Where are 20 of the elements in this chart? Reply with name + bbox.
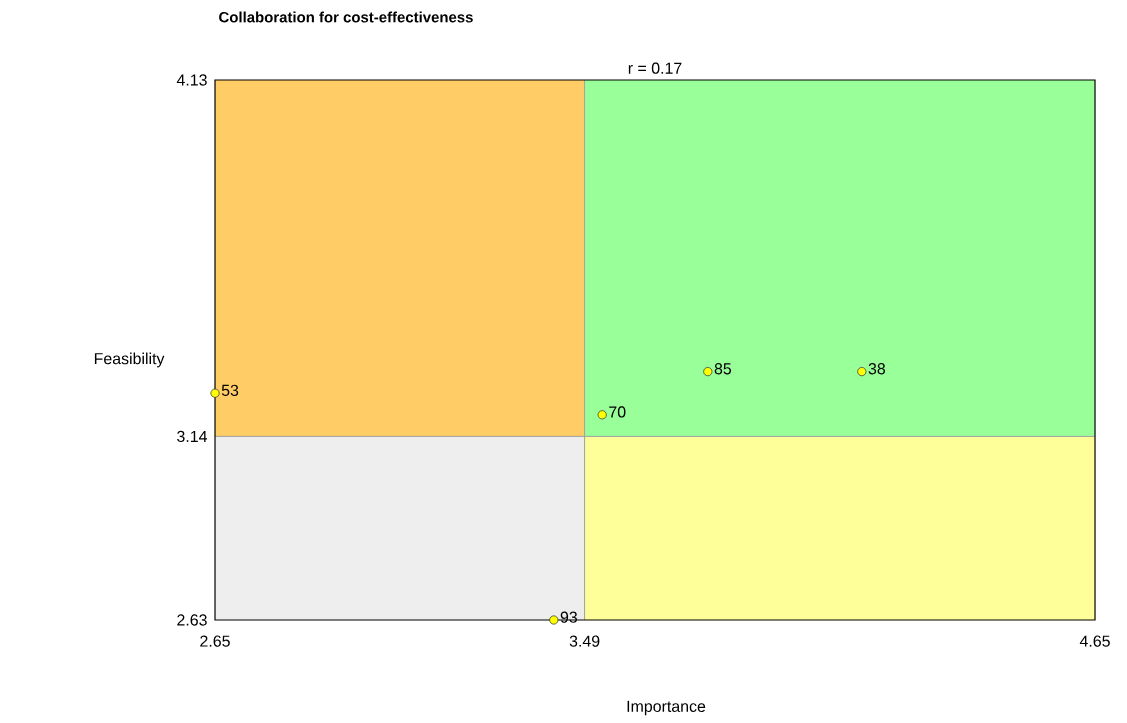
y-tick-label: 3.14 [177,430,208,443]
x-tick-label: 2.65 [200,635,230,647]
point [210,388,220,398]
annotation: 53 [221,384,239,396]
x-tick-label: 4.65 [1079,635,1110,647]
x-tick-label: 3.49 [569,635,600,647]
point [703,367,713,377]
text: r = 0.17 [628,62,682,74]
point [857,367,867,377]
y-tick-label: 2.63 [177,614,207,626]
annotation: 93 [560,611,577,623]
x-axis-title: Importance [627,700,706,716]
annotation: 70 [609,406,626,418]
y-axis-title: Feasibility [94,352,165,368]
point [549,615,559,625]
chart-title: Collaboration for cost-effectiveness [219,11,473,23]
annotation: 85 [714,363,732,375]
annotation: 38 [868,363,886,375]
point [597,410,607,420]
y-tick-label: 4.13 [176,74,207,86]
